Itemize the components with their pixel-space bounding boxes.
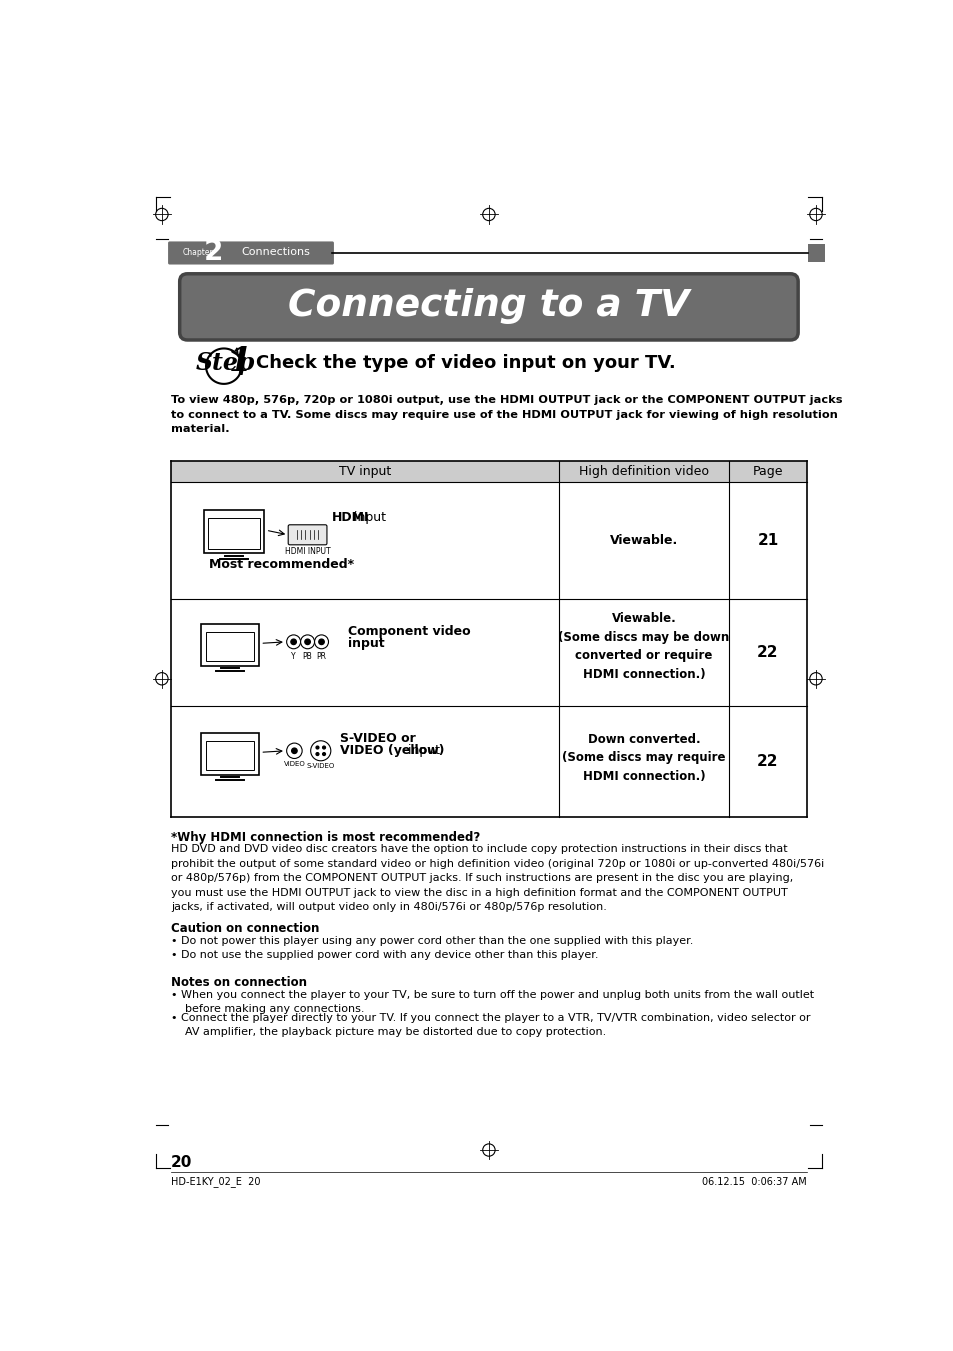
- FancyBboxPatch shape: [168, 242, 334, 265]
- Text: VIDEO (yellow): VIDEO (yellow): [340, 744, 444, 758]
- Text: HDMI: HDMI: [332, 512, 370, 524]
- FancyBboxPatch shape: [201, 624, 258, 666]
- Circle shape: [315, 746, 318, 748]
- Circle shape: [322, 746, 325, 748]
- Text: *Why HDMI connection is most recommended?: *Why HDMI connection is most recommended…: [171, 831, 480, 844]
- Text: 21: 21: [757, 534, 778, 549]
- Text: 20: 20: [171, 1155, 193, 1170]
- Text: Step: Step: [195, 351, 254, 376]
- Text: HD-E1KY_02_E  20: HD-E1KY_02_E 20: [171, 1177, 260, 1188]
- Text: Connections: Connections: [241, 247, 311, 257]
- Text: 06.12.15  0:06:37 AM: 06.12.15 0:06:37 AM: [701, 1177, 806, 1186]
- Text: To view 480p, 576p, 720p or 1080i output, use the HDMI OUTPUT jack or the COMPON: To view 480p, 576p, 720p or 1080i output…: [171, 396, 841, 434]
- Circle shape: [300, 635, 314, 648]
- Text: Down converted.
(Some discs may require
HDMI connection.): Down converted. (Some discs may require …: [561, 732, 725, 782]
- Circle shape: [286, 743, 302, 758]
- Text: HDMI INPUT: HDMI INPUT: [284, 547, 330, 557]
- FancyBboxPatch shape: [201, 734, 258, 774]
- Circle shape: [318, 639, 324, 644]
- Text: HD DVD and DVD video disc creators have the option to include copy protection in: HD DVD and DVD video disc creators have …: [171, 844, 823, 912]
- Text: 2: 2: [204, 238, 223, 266]
- Text: • Do not power this player using any power cord other than the one supplied with: • Do not power this player using any pow…: [171, 936, 693, 946]
- Text: 1: 1: [229, 345, 253, 378]
- Text: Page: Page: [752, 465, 782, 478]
- Text: TV input: TV input: [338, 465, 391, 478]
- Text: S-VIDEO: S-VIDEO: [306, 763, 335, 769]
- FancyBboxPatch shape: [179, 274, 798, 340]
- Text: PR: PR: [316, 651, 326, 661]
- Circle shape: [291, 639, 296, 644]
- Circle shape: [315, 753, 318, 755]
- Text: Viewable.
(Some discs may be down
converted or require
HDMI connection.): Viewable. (Some discs may be down conver…: [558, 612, 729, 681]
- Circle shape: [292, 748, 296, 754]
- Text: VIDEO: VIDEO: [283, 761, 305, 767]
- Text: input: input: [350, 512, 386, 524]
- Text: S-VIDEO or: S-VIDEO or: [340, 732, 416, 744]
- Text: Caution on connection: Caution on connection: [171, 923, 319, 935]
- Circle shape: [286, 635, 300, 648]
- Text: Notes on connection: Notes on connection: [171, 975, 307, 989]
- Circle shape: [322, 753, 325, 755]
- Circle shape: [305, 639, 310, 644]
- Bar: [206, 740, 253, 770]
- Text: Check the type of video input on your TV.: Check the type of video input on your TV…: [256, 354, 676, 372]
- Text: PB: PB: [302, 651, 313, 661]
- Text: input: input: [348, 636, 384, 650]
- Bar: [171, 461, 806, 482]
- Bar: [807, 243, 824, 262]
- Text: Viewable.: Viewable.: [609, 535, 678, 547]
- Text: Component video: Component video: [348, 624, 470, 638]
- Text: Most recommended*: Most recommended*: [210, 558, 355, 570]
- Circle shape: [311, 740, 331, 761]
- Text: • Do not use the supplied power cord with any device other than this player.: • Do not use the supplied power cord wit…: [171, 950, 598, 959]
- Text: • When you connect the player to your TV, be sure to turn off the power and unpl: • When you connect the player to your TV…: [171, 990, 814, 1013]
- Bar: [208, 517, 259, 549]
- Text: 22: 22: [757, 754, 778, 769]
- Text: Chapter: Chapter: [183, 247, 213, 257]
- Text: High definition video: High definition video: [578, 465, 708, 478]
- FancyBboxPatch shape: [204, 511, 264, 554]
- Text: Connecting to a TV: Connecting to a TV: [288, 288, 689, 324]
- Text: Y: Y: [291, 651, 295, 661]
- Circle shape: [314, 635, 328, 648]
- Text: input: input: [404, 744, 440, 758]
- Bar: [206, 632, 253, 661]
- Text: • Connect the player directly to your TV. If you connect the player to a VTR, TV: • Connect the player directly to your TV…: [171, 1013, 810, 1038]
- FancyBboxPatch shape: [288, 524, 327, 544]
- Text: 22: 22: [757, 646, 778, 661]
